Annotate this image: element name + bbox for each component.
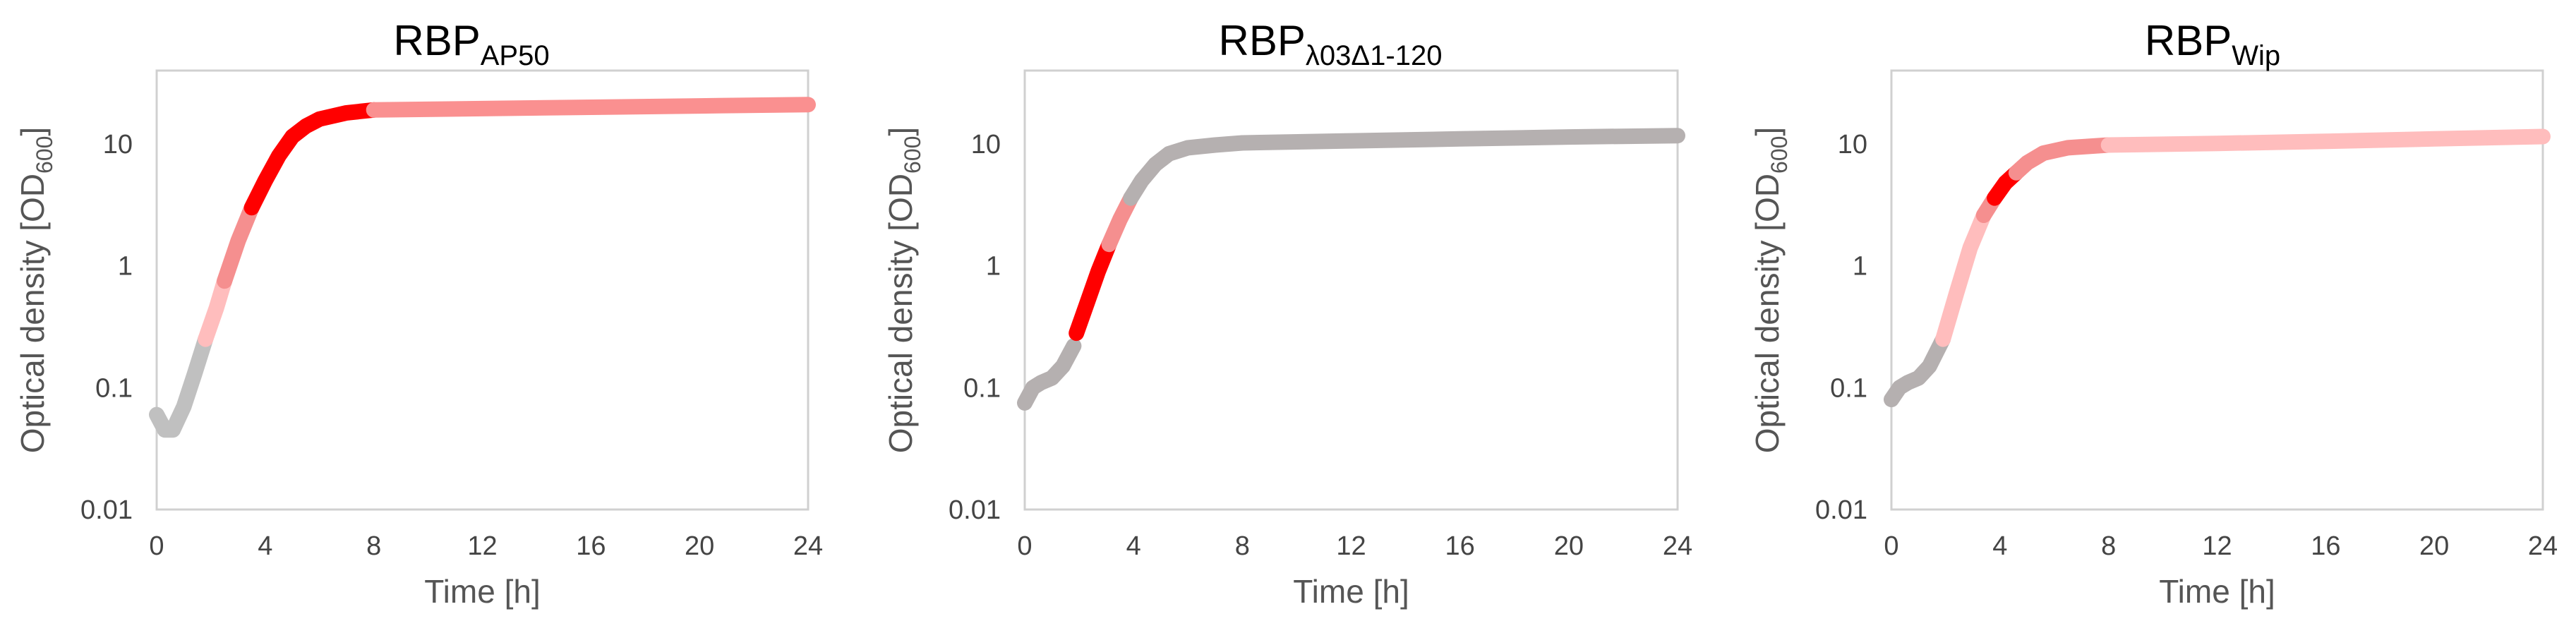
series-line-6 — [2100, 128, 2551, 153]
plot-frame — [1023, 69, 1679, 511]
y-axis-label: Optical density [OD600] — [14, 127, 57, 453]
chart-title-subscript: Wip — [2232, 40, 2280, 71]
x-tick-label: 12 — [467, 531, 497, 561]
x-tick-label: 12 — [2202, 531, 2232, 561]
y-tick-label: 0.01 — [80, 495, 133, 525]
x-tick-label: 20 — [685, 531, 714, 561]
chart-title: RBPλ03Δ1-120 — [1219, 17, 1443, 71]
x-tick-label: 4 — [1992, 531, 2007, 561]
series-line-2 — [1069, 236, 1117, 342]
x-axis-label: Time [h] — [424, 573, 540, 610]
x-tick-label: 4 — [258, 531, 272, 561]
x-tick-label: 24 — [1663, 531, 1692, 561]
y-axis-label-main: Optical density [OD — [882, 174, 919, 453]
y-tick-label: 1 — [986, 252, 1001, 282]
x-axis-label: Time [h] — [2159, 573, 2275, 610]
series-line-5 — [366, 97, 816, 118]
series-line-5 — [2008, 137, 2117, 181]
series-line-1 — [149, 331, 214, 438]
y-tick-label: 0.01 — [1815, 495, 1867, 525]
chart-title-main: RBP — [393, 17, 480, 64]
x-tick-label: 0 — [149, 531, 164, 561]
y-tick-label: 0.1 — [95, 373, 133, 403]
series-line-3 — [217, 200, 260, 289]
series-line-2 — [198, 273, 233, 347]
series-line-1 — [1884, 331, 1951, 408]
chart-panel-1: RBPAP50 0 4 8 12 16 20 24 0.01 0.1 1 10 Time [h] Opti… — [14, 17, 823, 610]
x-tick-label: 0 — [1017, 531, 1032, 561]
y-tick-label: 0.01 — [949, 495, 1001, 525]
y-axis-label-main: Optical density [OD — [14, 174, 51, 453]
series-line-3 — [1101, 190, 1139, 253]
y-axis-label-end: ] — [1749, 127, 1786, 136]
x-tick-label: 20 — [1554, 531, 1584, 561]
chart-title: RBPWip — [2145, 17, 2280, 71]
series-line-2 — [1935, 207, 1992, 347]
y-tick-label: 10 — [1838, 130, 1867, 159]
x-tick-label: 16 — [1445, 531, 1475, 561]
series-line-4 — [1123, 128, 1685, 206]
y-axis-label-subscript: 600 — [32, 136, 57, 174]
chart-title: RBPAP50 — [393, 17, 549, 71]
y-axis-label-end: ] — [14, 127, 51, 136]
y-tick-label: 0.1 — [1830, 373, 1867, 403]
series-line-1 — [1017, 338, 1082, 411]
x-tick-label: 16 — [2311, 531, 2340, 561]
series-line-4 — [243, 102, 382, 216]
y-tick-label: 10 — [971, 130, 1001, 159]
x-tick-label: 12 — [1336, 531, 1366, 561]
y-tick-label: 1 — [1853, 252, 1867, 282]
y-axis-label-subscript: 600 — [900, 136, 925, 174]
y-axis-label-main: Optical density [OD — [1749, 174, 1786, 453]
chart-title-subscript: AP50 — [481, 40, 550, 71]
y-axis-label: Optical density [OD600] — [1749, 127, 1792, 453]
x-tick-label: 8 — [2101, 531, 2116, 561]
y-tick-label: 0.1 — [963, 373, 1001, 403]
y-axis-label: Optical density [OD600] — [882, 127, 925, 453]
x-tick-label: 24 — [2528, 531, 2558, 561]
plot-frame — [155, 69, 809, 511]
y-axis-label-end: ] — [882, 127, 919, 136]
chart-title-main: RBP — [2145, 17, 2232, 64]
x-tick-label: 8 — [1235, 531, 1250, 561]
chart-panel-3: RBPWip 0 4 8 12 16 20 24 0.01 0.1 1 10 Time [h] Optic… — [1749, 17, 2558, 610]
x-tick-label: 20 — [2419, 531, 2449, 561]
x-tick-label: 16 — [576, 531, 606, 561]
y-tick-label: 1 — [118, 252, 133, 282]
chart-title-main: RBP — [1219, 17, 1306, 64]
x-tick-label: 0 — [1884, 531, 1898, 561]
chart-panel-2: RBPλ03Δ1-120 0 4 8 12 16 20 24 0.01 0.1 1 10 Time [h… — [882, 17, 1692, 610]
x-axis-label: Time [h] — [1293, 573, 1409, 610]
x-tick-label: 8 — [366, 531, 381, 561]
chart-title-subscript: λ03Δ1-120 — [1306, 40, 1443, 71]
plot-frame — [1890, 69, 2544, 511]
y-axis-label-subscript: 600 — [1767, 136, 1792, 174]
y-tick-label: 10 — [103, 130, 133, 159]
x-tick-label: 24 — [793, 531, 823, 561]
x-tick-label: 4 — [1126, 531, 1141, 561]
